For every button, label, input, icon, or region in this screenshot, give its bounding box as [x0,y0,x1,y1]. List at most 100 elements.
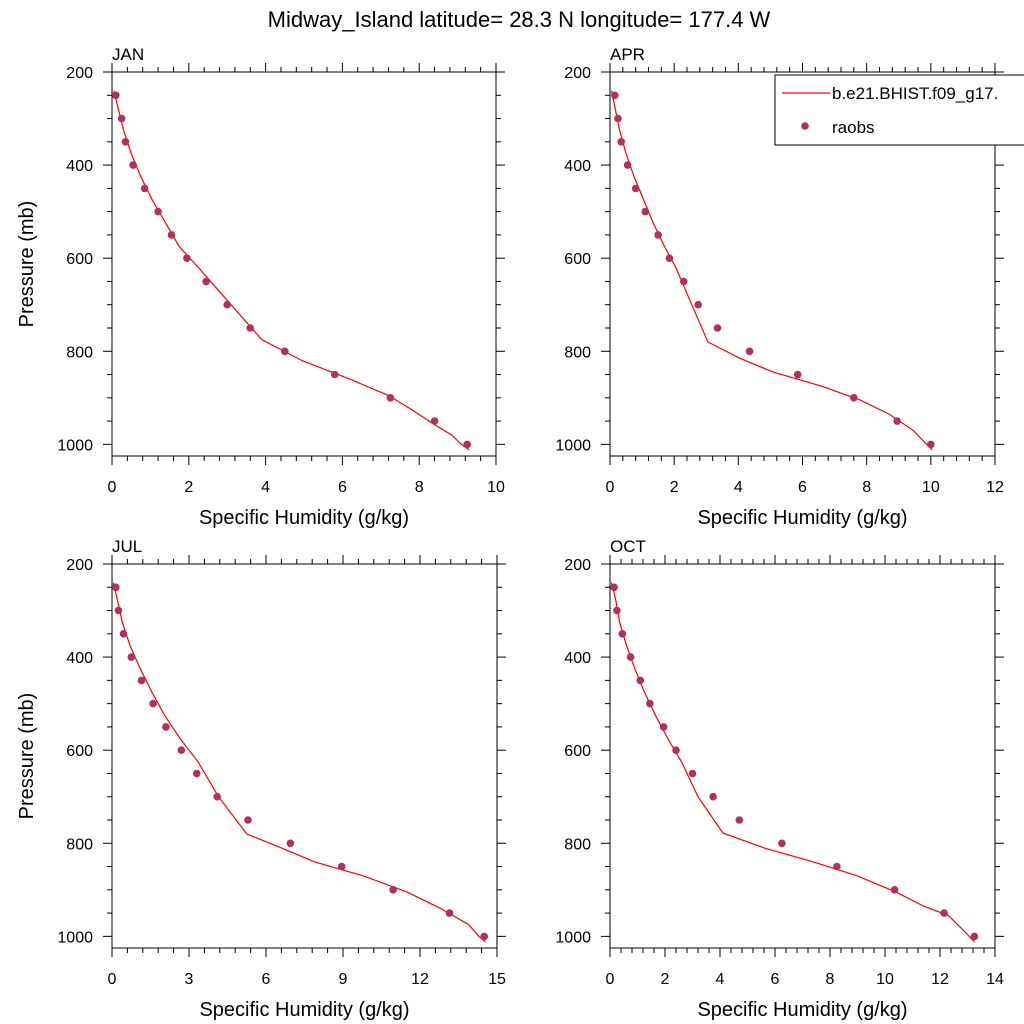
y-tick-label: 200 [66,557,93,574]
raobs-point [127,653,136,661]
y-tick-label: 200 [564,65,591,82]
panel-jan: JAN 0 2 4 6 8 10 200 400 600 800 1000 Specific Humid… [16,45,505,529]
raobs-point [970,932,979,941]
raobs-point [611,91,619,100]
raobs-point [617,138,625,146]
raobs-point [665,254,674,262]
y-tick-label: 1000 [57,929,93,946]
panel-label: OCT [610,537,646,556]
legend-obs-marker [801,122,809,130]
y-axis-title: Pressure (mb) [16,201,38,328]
model-profile-line [610,582,975,943]
x-tick-label: 2 [670,479,679,496]
raobs-point [121,138,130,146]
model-profile-line [611,90,933,451]
legend-model-label: b.e21.BHIST.f09_g17. [832,84,998,103]
x-tick-label: 4 [261,479,270,496]
raobs-point [213,792,221,801]
x-tick-label: 10 [487,479,505,496]
raobs-point [893,417,901,425]
x-tick-label: 6 [338,479,347,496]
raobs-point [112,91,120,100]
y-tick-label: 400 [564,158,591,175]
raobs-point [613,606,621,615]
raobs-point [330,370,339,379]
y-tick-label: 1000 [555,929,591,946]
raobs-point [430,417,439,425]
raobs-point [337,862,346,871]
y-tick-label: 400 [66,158,93,175]
raobs-point [709,792,717,801]
raobs-point [140,184,149,193]
plot-frame [609,563,996,949]
raobs-point [654,231,662,239]
y-tick-label: 1000 [57,437,93,454]
raobs-point [793,370,802,379]
x-tick-label: 0 [108,479,117,496]
raobs-point [183,254,191,262]
legend-obs-label: raobs [832,118,875,137]
y-tick-label: 1000 [555,437,591,454]
y-tick-label: 600 [66,251,93,268]
raobs-point [177,746,186,754]
raobs-point [445,909,454,917]
raobs-point [927,440,935,449]
y-tick-label: 800 [66,836,93,853]
raobs-point [192,769,201,778]
raobs-point [154,207,162,216]
x-tick-label: 12 [986,479,1004,496]
y-tick-label: 800 [564,836,591,853]
panel-oct: OCT 0 2 4 6 8 10 12 14 200 400 600 800 1000 Specific H… [555,537,1004,1021]
x-axis-title: Specific Humidity (g/kg) [697,507,907,529]
panel-apr: APR 0 2 4 6 8 10 12 200 400 600 800 1000 Specific Hum… [555,45,1004,529]
y-tick-label: 200 [564,557,591,574]
panel-jul: JUL 0 3 6 9 12 15 200 400 600 800 1000 Specific Humi… [16,537,506,1021]
x-tick-label: 4 [716,971,725,988]
x-tick-label: 2 [661,971,670,988]
legend: b.e21.BHIST.f09_g17. raobs [774,74,1024,146]
raobs-point [940,909,948,917]
y-tick-label: 600 [66,743,93,760]
x-tick-label: 12 [931,971,949,988]
x-tick-label: 8 [415,479,424,496]
raobs-point [694,300,702,309]
figure-title: Midway_Island latitude= 28.3 N longitude… [268,7,771,32]
x-tick-label: 0 [606,971,615,988]
x-tick-label: 8 [826,971,835,988]
x-axis-title: Specific Humidity (g/kg) [697,999,907,1021]
raobs-point [626,653,635,661]
raobs-point [167,231,176,239]
y-tick-label: 400 [564,650,591,667]
panel-label: APR [610,45,645,64]
raobs-point [281,347,289,356]
raobs-point [631,184,640,193]
x-axis-title: Specific Humidity (g/kg) [199,999,409,1021]
x-tick-label: 10 [876,971,894,988]
raobs-point [659,723,668,731]
raobs-point [646,699,654,708]
x-tick-label: 12 [411,971,429,988]
raobs-point [129,161,137,169]
raobs-point [745,347,754,356]
x-tick-label: 15 [488,971,506,988]
raobs-point [735,816,744,824]
y-tick-label: 800 [564,344,591,361]
raobs-point [286,839,295,848]
y-tick-label: 400 [66,650,93,667]
x-tick-label: 3 [185,971,194,988]
raobs-point [480,932,489,941]
raobs-point [614,114,622,123]
x-tick-label: 14 [986,971,1004,988]
legend-box [774,74,1024,146]
raobs-point [223,300,231,309]
x-tick-label: 6 [262,971,271,988]
raobs-point [389,886,397,894]
x-tick-label: 4 [734,479,743,496]
raobs-point [688,769,697,778]
y-axis-title: Pressure (mb) [16,693,38,820]
y-tick-label: 800 [66,344,93,361]
raobs-point [623,161,632,169]
raobs-point [117,114,126,123]
